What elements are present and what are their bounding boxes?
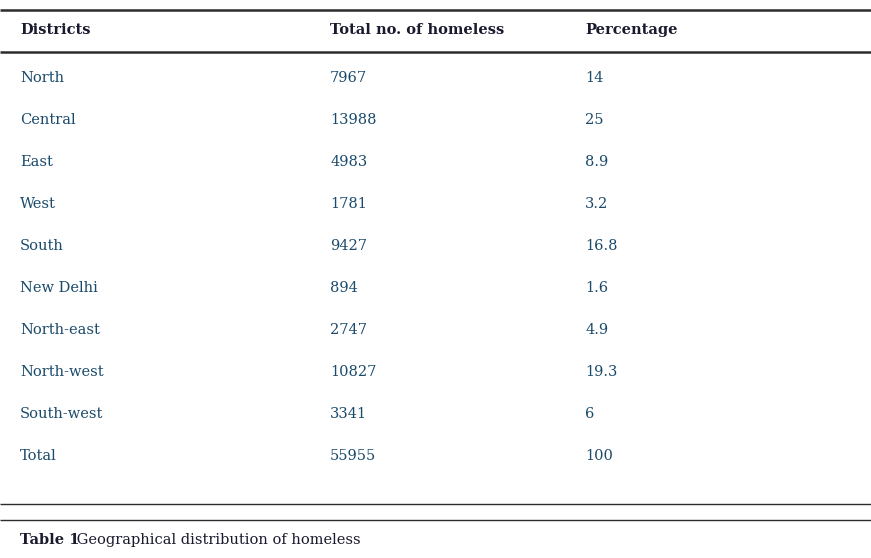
Text: South: South [20,239,64,253]
Text: Percentage: Percentage [585,23,678,37]
Text: 16.8: 16.8 [585,239,618,253]
Text: Geographical distribution of homeless: Geographical distribution of homeless [72,533,361,547]
Text: 8.9: 8.9 [585,155,608,169]
Text: 2747: 2747 [330,323,367,337]
Text: 55955: 55955 [330,449,376,463]
Text: Total: Total [20,449,57,463]
Text: 19.3: 19.3 [585,365,618,379]
Text: East: East [20,155,53,169]
Text: North-west: North-west [20,365,104,379]
Text: 9427: 9427 [330,239,367,253]
Text: 4983: 4983 [330,155,368,169]
Text: Districts: Districts [20,23,91,37]
Text: 4.9: 4.9 [585,323,608,337]
Text: 100: 100 [585,449,613,463]
Text: 10827: 10827 [330,365,376,379]
Text: 894: 894 [330,281,358,295]
Text: 1.6: 1.6 [585,281,608,295]
Text: Central: Central [20,113,76,127]
Text: Table 1: Table 1 [20,533,79,547]
Text: North-east: North-east [20,323,100,337]
Text: Total no. of homeless: Total no. of homeless [330,23,504,37]
Text: New Delhi: New Delhi [20,281,98,295]
Text: 3.2: 3.2 [585,197,608,211]
Text: 14: 14 [585,71,604,85]
Text: 6: 6 [585,407,594,421]
Text: 1781: 1781 [330,197,367,211]
Text: West: West [20,197,56,211]
Text: South-west: South-west [20,407,104,421]
Text: 3341: 3341 [330,407,367,421]
Text: 7967: 7967 [330,71,367,85]
Text: North: North [20,71,64,85]
Text: 25: 25 [585,113,604,127]
Text: 13988: 13988 [330,113,376,127]
